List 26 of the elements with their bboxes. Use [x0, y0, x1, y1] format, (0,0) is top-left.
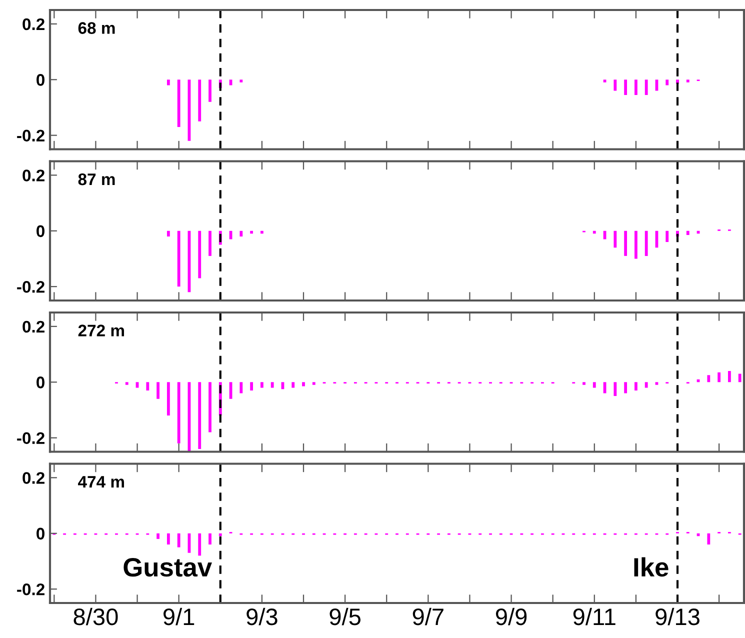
y-tick-label: -0.2	[17, 583, 44, 596]
x-tick-label: 9/1	[164, 608, 194, 626]
y-tick-label: 0.2	[22, 170, 44, 182]
x-tick-label: 9/13	[656, 608, 700, 626]
x-tick-label: 9/3	[246, 608, 278, 626]
y-tick-label: -0.2	[17, 432, 44, 444]
y-tick-label: 0	[36, 376, 44, 388]
text: 272 m	[78, 324, 124, 336]
x-tick-label: 8/30	[74, 608, 118, 626]
y-tick-label: -0.2	[17, 280, 44, 293]
x-tick-label: 9/7	[412, 608, 444, 626]
y-tick-label: -0.2	[17, 130, 44, 142]
y-tick-label: 0.2	[22, 18, 44, 30]
x-tick-label: 9/5	[330, 608, 360, 626]
y-tick-label: 0.2	[22, 472, 44, 484]
y-tick-label: 0.2	[22, 320, 44, 333]
y-tick-label: 0	[36, 225, 44, 238]
x-tick-label: 9/9	[496, 608, 527, 626]
ref-line-label: Ike	[634, 557, 668, 577]
text: 68 m	[78, 22, 115, 34]
y-tick-label: 0	[36, 528, 44, 540]
x-tick-label: 9/11	[573, 608, 616, 626]
text: 474 m	[78, 476, 124, 488]
ref-line-label: Gustav	[124, 558, 212, 577]
text: 87 m	[78, 173, 115, 186]
y-tick-label: 0	[36, 74, 44, 86]
